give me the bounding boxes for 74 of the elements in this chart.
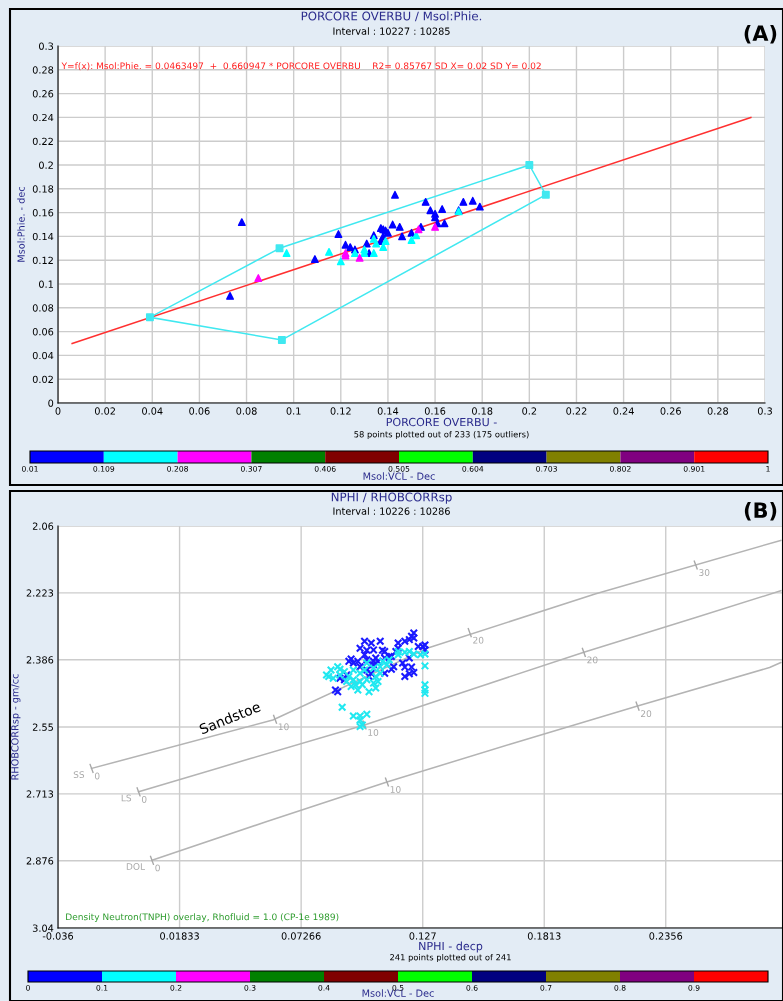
x-axis-title: NPHI - decp (419, 941, 483, 953)
chart-subtitle: Interval : 10227 : 10285 (333, 27, 450, 35)
y-axis-title: RHOBCORRsp - gm/cc (11, 674, 21, 780)
x-tick-label: -0.036 (42, 932, 74, 940)
y-tick-label: 0.02 (32, 375, 53, 384)
x-tick-label: 0.2356 (649, 932, 683, 940)
y-tick-label: 0.04 (32, 351, 54, 360)
annotation: 20 (587, 656, 598, 664)
color-bar-title: Msol:VCL - Dec (362, 989, 434, 997)
y-tick-label: 0.3 (39, 42, 54, 50)
annotation: 20 (640, 710, 652, 718)
chart-title: PORCORE OVERBU / Msol:Phie. (301, 11, 482, 22)
y-tick-label: 2.55 (32, 723, 53, 731)
y-tick-label: 0.18 (32, 185, 54, 193)
x-tick-label: 0.1 (286, 407, 301, 415)
x-tick-label: 0.28 (707, 407, 729, 415)
chart-title: NPHI / RHOBCORRsp (331, 492, 452, 504)
chart-subtitle: Interval : 10226 : 10286 (333, 507, 450, 515)
annotation: SS (73, 771, 85, 778)
y-tick-label: 2.386 (26, 656, 54, 664)
x-tick-label: 0.12 (330, 407, 351, 415)
x-tick-label: 0.2 (522, 407, 537, 415)
x-tick-label: 0.26 (660, 407, 681, 415)
annotation: 30 (699, 569, 710, 576)
text: (B) (744, 501, 777, 521)
text: 241 points plotted out of 241 (390, 953, 511, 963)
x-tick-label: 0.01833 (160, 932, 199, 940)
x-tick-label: 0.1813 (527, 932, 561, 940)
y-tick-label: 0.1 (39, 280, 53, 288)
annotation: 0 (141, 795, 147, 803)
y-tick-label: 0.14 (32, 232, 54, 241)
annotation: 0 (155, 864, 160, 872)
x-tick-label: 0 (55, 407, 61, 415)
annotation: 0 (94, 772, 100, 780)
y-tick-label: 0.2 (39, 161, 53, 169)
y-tick-label: 0 (48, 399, 54, 407)
x-tick-label: 0.14 (377, 407, 399, 415)
annotation: 10 (368, 729, 379, 736)
y-tick-label: 3.04 (32, 924, 54, 932)
y-tick-label: 0.12 (32, 256, 53, 265)
x-tick-label: 0.02 (94, 407, 115, 415)
y-tick-label: 0.28 (32, 66, 54, 74)
annotation: 10 (390, 786, 401, 793)
y-tick-label: 2.713 (26, 790, 54, 798)
x-tick-label: 0.06 (189, 407, 210, 415)
text: (A) (744, 24, 777, 44)
x-tick-label: 0.18 (472, 407, 493, 415)
y-tick-label: 0.08 (32, 304, 54, 312)
annotation: LS (121, 794, 132, 802)
annotation: 20 (473, 636, 484, 644)
annotation: Y=f(x): Msol:Phie. = 0.0463497 + 0.660947 * PORCORE OVERBU R2= 0.85767 SD X= 0.02 SD Y= 0.02 (61, 62, 541, 71)
y-axis-title: Msol:Phie. - dec (17, 186, 25, 262)
x-tick-label: 0.08 (236, 407, 257, 415)
annotation: 10 (278, 723, 289, 731)
annotation: DOL (126, 863, 145, 870)
x-tick-label: 0.24 (613, 407, 634, 415)
y-tick-label: 0.26 (32, 90, 54, 98)
y-tick-label: 2.876 (26, 857, 54, 865)
x-tick-label: 0.22 (566, 407, 587, 415)
x-tick-label: 0.07266 (281, 932, 321, 940)
x-tick-label: 0.3 (757, 407, 772, 415)
color-bar-title: Msol:VCL - Dec (363, 472, 435, 480)
y-tick-label: 2.223 (26, 589, 54, 597)
annotation: Density Neutron(TNPH) overlay, Rhofluid = 1.0 (CP-1e 1989) (66, 913, 339, 922)
text: 58 points plotted out of 233 (175 outliers) (354, 430, 529, 440)
y-tick-label: 0.22 (32, 137, 53, 146)
y-tick-label: 0.06 (32, 328, 54, 336)
y-tick-label: 2.06 (32, 522, 54, 530)
x-tick-label: 0.16 (424, 407, 446, 415)
y-tick-label: 0.24 (32, 113, 54, 122)
y-tick-label: 0.16 (32, 209, 54, 217)
x-tick-label: 0.127 (409, 932, 436, 940)
x-axis-title: PORCORE OVERBU - (386, 417, 497, 427)
x-tick-label: 0.04 (142, 407, 163, 415)
